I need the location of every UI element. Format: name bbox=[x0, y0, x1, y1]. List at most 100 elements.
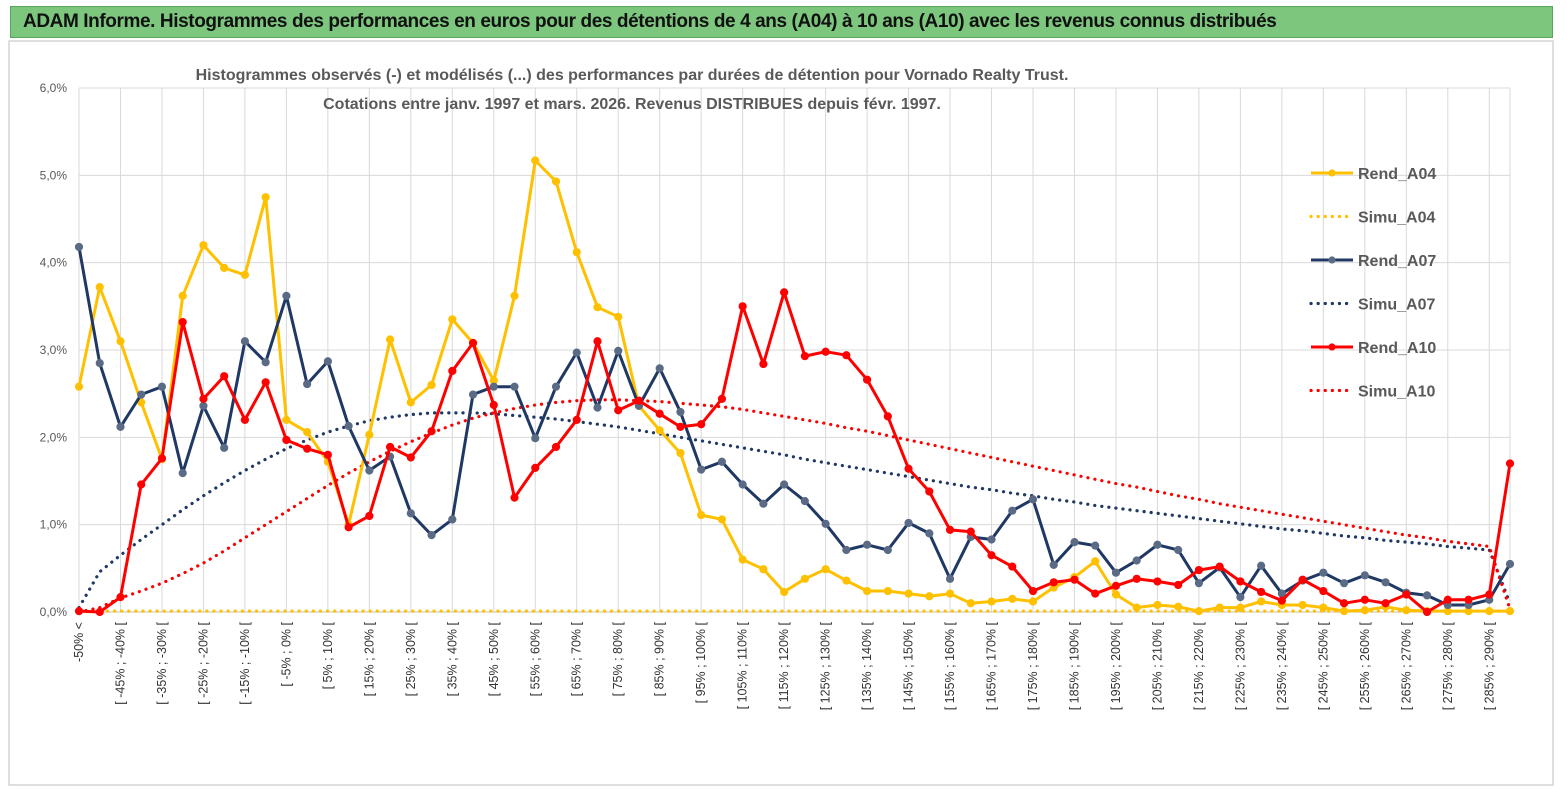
data-point bbox=[1132, 603, 1141, 612]
legend-entry-rend_a07: Rend_A07 bbox=[1311, 253, 1436, 270]
series-line-simu_a07 bbox=[77, 411, 1512, 610]
data-point bbox=[634, 396, 644, 405]
data-point bbox=[1008, 506, 1017, 515]
data-point bbox=[385, 335, 395, 344]
legend-marker bbox=[1328, 343, 1336, 351]
data-point bbox=[531, 434, 540, 443]
data-point bbox=[1422, 607, 1432, 617]
x-tick-label: [ 195% ; 200% [ bbox=[1109, 621, 1123, 710]
data-point bbox=[178, 469, 187, 478]
data-point bbox=[510, 382, 519, 391]
x-tick-label: [ 185% ; 190% [ bbox=[1067, 621, 1081, 710]
data-point bbox=[1360, 595, 1369, 604]
data-point bbox=[240, 415, 250, 424]
data-point bbox=[116, 337, 125, 346]
data-point bbox=[1464, 595, 1473, 604]
x-tick-label: [ 125% ; 130% [ bbox=[819, 621, 833, 710]
data-point bbox=[1049, 560, 1058, 569]
data-point bbox=[1028, 495, 1038, 504]
data-point bbox=[137, 480, 146, 489]
chart-area bbox=[8, 40, 1554, 786]
x-tick-label: [ 35% ; 40% [ bbox=[445, 621, 459, 696]
data-point bbox=[821, 519, 830, 528]
data-point bbox=[178, 291, 187, 300]
data-point bbox=[385, 442, 395, 452]
data-point bbox=[1091, 589, 1100, 598]
data-point bbox=[531, 463, 540, 472]
x-tick-label: [ 115% ; 120% [ bbox=[777, 621, 791, 709]
x-tick-label: [ 5% ; 10% [ bbox=[321, 621, 335, 689]
data-point bbox=[551, 442, 561, 452]
data-point bbox=[365, 430, 374, 439]
data-point bbox=[904, 464, 913, 473]
data-point bbox=[1381, 599, 1390, 608]
data-point bbox=[572, 248, 581, 257]
data-point bbox=[199, 401, 208, 410]
data-point bbox=[406, 509, 415, 518]
data-point bbox=[717, 515, 727, 524]
chart-subtitle: Cotations entre janv. 1997 et mars. 2026… bbox=[323, 96, 941, 113]
data-point bbox=[199, 241, 208, 250]
data-point bbox=[862, 540, 872, 549]
data-point bbox=[510, 493, 519, 502]
data-point bbox=[240, 337, 250, 346]
x-tick-label: [ -35% ; -30% [ bbox=[155, 621, 169, 704]
data-point bbox=[614, 312, 623, 321]
data-point bbox=[199, 394, 208, 404]
data-point bbox=[717, 457, 727, 466]
x-tick-label: [ 55% ; 60% [ bbox=[528, 621, 542, 696]
data-point bbox=[1360, 606, 1369, 615]
data-point bbox=[1091, 557, 1100, 566]
y-tick-label: 2,0% bbox=[40, 430, 68, 444]
data-point bbox=[1194, 607, 1204, 616]
data-point bbox=[842, 545, 851, 555]
data-point bbox=[489, 400, 498, 410]
x-tick-label: [ 145% ; 150% [ bbox=[902, 621, 916, 710]
data-point bbox=[904, 589, 913, 598]
data-point bbox=[1402, 606, 1411, 615]
data-point bbox=[1360, 571, 1369, 580]
series-line-simu_a10 bbox=[77, 398, 1512, 614]
data-point bbox=[510, 291, 519, 300]
series-line-rend_a10 bbox=[78, 290, 1512, 614]
data-point bbox=[1298, 575, 1307, 584]
data-point bbox=[1028, 586, 1038, 596]
data-point bbox=[1505, 559, 1515, 569]
data-point bbox=[1111, 568, 1121, 577]
data-point bbox=[323, 450, 332, 459]
data-point bbox=[842, 576, 851, 585]
data-point bbox=[303, 444, 312, 453]
data-point bbox=[1028, 597, 1038, 606]
series-rend_a04 bbox=[74, 156, 1515, 616]
legend: Rend_A04 Simu_A04 Rend_A07 Simu_A07 Rend_A10… bbox=[1309, 166, 1436, 401]
data-point bbox=[468, 390, 478, 399]
data-point bbox=[95, 283, 104, 292]
legend-entry-simu_a10: Simu_A10 bbox=[1309, 384, 1435, 401]
data-point bbox=[157, 382, 167, 391]
data-point bbox=[1194, 579, 1204, 588]
y-tick-label: 0,0% bbox=[40, 605, 68, 619]
data-point bbox=[1485, 590, 1494, 599]
data-point bbox=[1049, 578, 1058, 587]
data-point bbox=[427, 427, 436, 436]
legend-label: Rend_A10 bbox=[1358, 340, 1436, 357]
data-point bbox=[137, 390, 146, 399]
data-point bbox=[966, 527, 975, 536]
data-point bbox=[1277, 596, 1286, 605]
data-point bbox=[925, 487, 934, 496]
data-point bbox=[862, 375, 872, 384]
x-tick-label: [ 75% ; 80% [ bbox=[611, 621, 625, 696]
data-point bbox=[220, 372, 229, 381]
data-point bbox=[655, 409, 664, 418]
y-tick-label: 4,0% bbox=[40, 256, 68, 270]
data-point bbox=[1339, 579, 1349, 588]
x-tick-label: [ 225% ; 230% [ bbox=[1233, 621, 1247, 710]
x-tick-label: [ 45% ; 50% [ bbox=[487, 621, 501, 696]
data-point bbox=[1402, 590, 1411, 599]
x-tick-label: [ 245% ; 250% [ bbox=[1316, 621, 1330, 710]
data-point bbox=[1236, 577, 1245, 586]
data-point bbox=[987, 551, 996, 560]
data-point bbox=[717, 394, 727, 404]
legend-label: Simu_A04 bbox=[1358, 210, 1435, 227]
data-point bbox=[593, 303, 602, 312]
